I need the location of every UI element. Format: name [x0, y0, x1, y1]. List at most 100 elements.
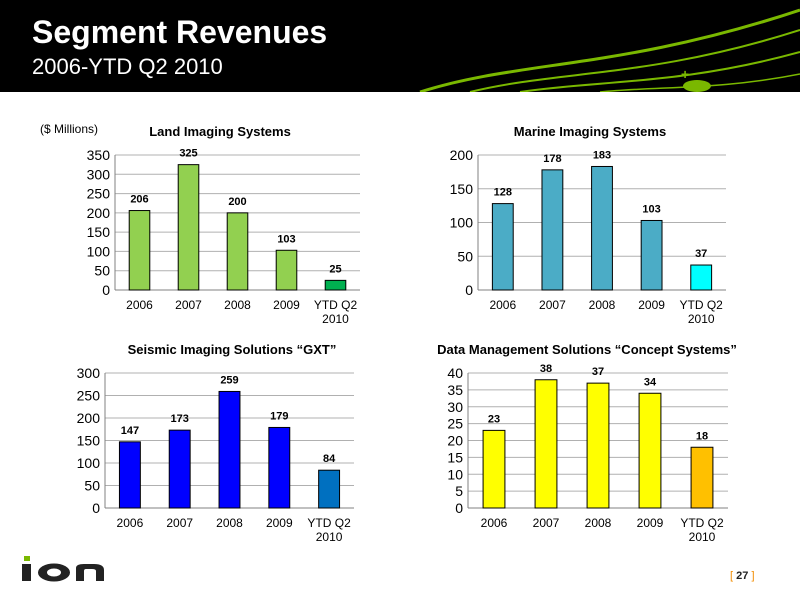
data-label: 103 [277, 233, 295, 245]
data-label: 200 [228, 196, 246, 208]
bar [218, 390, 241, 509]
data-label: 183 [593, 149, 611, 161]
marine-imaging-chart: Marine Imaging Systems 0 50 100 150 200 128 200… [420, 118, 760, 333]
chart-title: Seismic Imaging Solutions “GXT” [128, 342, 337, 357]
data-label: 259 [220, 374, 238, 386]
y-tick-label: 10 [447, 466, 463, 482]
bar [168, 429, 191, 509]
y-tick-label: 0 [102, 282, 110, 298]
y-tick-label: 30 [447, 399, 463, 415]
data-label: 37 [695, 248, 707, 260]
y-tick-label: 50 [94, 263, 110, 279]
y-tick-label: 200 [450, 147, 474, 163]
bar [541, 169, 564, 291]
slide-header: Segment Revenues 2006-YTD Q2 2010 + [0, 0, 800, 92]
plus-icon: + [681, 66, 690, 82]
bar [690, 264, 713, 291]
data-label: 34 [644, 376, 657, 388]
chart-title: Marine Imaging Systems [514, 124, 666, 139]
x-tick-label: 2007 [166, 516, 193, 530]
x-tick-label: 2008 [224, 298, 251, 312]
y-tick-label: 150 [77, 433, 101, 449]
y-tick-label: 40 [447, 365, 463, 381]
y-tick-label: 20 [447, 433, 463, 449]
y-tick-label: 100 [77, 455, 101, 471]
y-tick-label: 300 [87, 166, 111, 182]
bar [324, 279, 347, 291]
y-tick-label: 15 [447, 449, 463, 465]
data-label: 325 [179, 148, 197, 160]
bar [591, 165, 613, 291]
bar [586, 382, 610, 509]
y-tick-label: 150 [450, 181, 474, 197]
y-tick-label: 0 [92, 500, 100, 516]
data-management-chart: Data Management Solutions “Concept Syste… [400, 336, 780, 551]
y-tick-label: 250 [77, 388, 101, 404]
data-label: 147 [121, 425, 139, 437]
data-label: 173 [171, 413, 189, 425]
chart-title: Land Imaging Systems [149, 124, 291, 139]
y-tick-label: 300 [77, 365, 101, 381]
x-tick-label: 2008 [585, 516, 612, 530]
y-tick-label: 50 [84, 478, 100, 494]
y-tick-label: 100 [450, 215, 474, 231]
seismic-imaging-chart: Seismic Imaging Solutions “GXT” 0 50 100 150… [40, 336, 380, 551]
bar [638, 392, 662, 509]
bar [118, 441, 141, 509]
bar [491, 203, 514, 291]
y-tick-label: 350 [87, 147, 111, 163]
y-tick-label: 35 [447, 382, 463, 398]
bar [690, 446, 714, 509]
land-imaging-chart: Land Imaging Systems 0 50 100 150 200 250 300 35… [40, 118, 380, 333]
chart-title: Data Management Solutions “Concept Syste… [437, 342, 737, 357]
data-label: 206 [130, 194, 148, 206]
page-subtitle: 2006-YTD Q2 2010 [32, 54, 223, 79]
y-tick-label: 0 [465, 282, 473, 298]
data-label: 128 [494, 187, 512, 199]
x-tick-label: YTD Q2 2010 [314, 298, 358, 326]
y-tick-label: 200 [87, 205, 111, 221]
x-tick-label: 2008 [589, 298, 616, 312]
data-label: 23 [488, 413, 500, 425]
x-tick-label: YTD Q2 2010 [307, 516, 351, 544]
x-tick-label: 2007 [539, 298, 566, 312]
data-label: 37 [592, 366, 604, 378]
x-tick-label: YTD Q2 2010 [680, 516, 724, 544]
chart-svg: Marine Imaging Systems 0 50 100 150 200 128 200… [450, 124, 726, 326]
bar [482, 429, 506, 509]
page-number: [ 27 ] [730, 570, 755, 582]
x-tick-label: 2007 [175, 298, 202, 312]
data-label: 103 [642, 203, 660, 215]
x-tick-label: 2006 [489, 298, 516, 312]
y-tick-label: 200 [77, 410, 101, 426]
bar [640, 219, 663, 291]
swoosh-decoration-icon [419, 8, 800, 92]
y-tick-label: 250 [87, 186, 111, 202]
x-tick-label: YTD Q2 2010 [680, 298, 724, 326]
data-label: 84 [323, 453, 336, 465]
chart-svg: Land Imaging Systems 0 50 100 150 200 250 300 35… [87, 124, 360, 326]
y-tick-label: 5 [455, 483, 463, 499]
units-label: ($ Millions) [40, 122, 99, 136]
bar [318, 469, 341, 509]
data-label: 179 [270, 410, 288, 422]
x-tick-label: 2008 [216, 516, 243, 530]
x-tick-label: 2009 [266, 516, 293, 530]
y-tick-label: 100 [87, 243, 111, 259]
bar [226, 212, 249, 291]
x-tick-label: 2006 [117, 516, 144, 530]
ion-logo-icon [22, 556, 104, 582]
x-tick-label: 2009 [273, 298, 300, 312]
data-label: 18 [696, 430, 708, 442]
data-label: 25 [329, 263, 341, 275]
bar [275, 249, 298, 291]
bar [268, 426, 291, 509]
y-tick-label: 0 [455, 500, 463, 516]
data-label: 38 [540, 363, 552, 375]
chart-svg: Seismic Imaging Solutions “GXT” 0 50 100 150… [77, 342, 354, 544]
x-tick-label: 2007 [533, 516, 560, 530]
bar [534, 379, 558, 509]
x-tick-label: 2006 [481, 516, 508, 530]
x-tick-label: 2009 [637, 516, 664, 530]
y-tick-label: 150 [87, 224, 111, 240]
